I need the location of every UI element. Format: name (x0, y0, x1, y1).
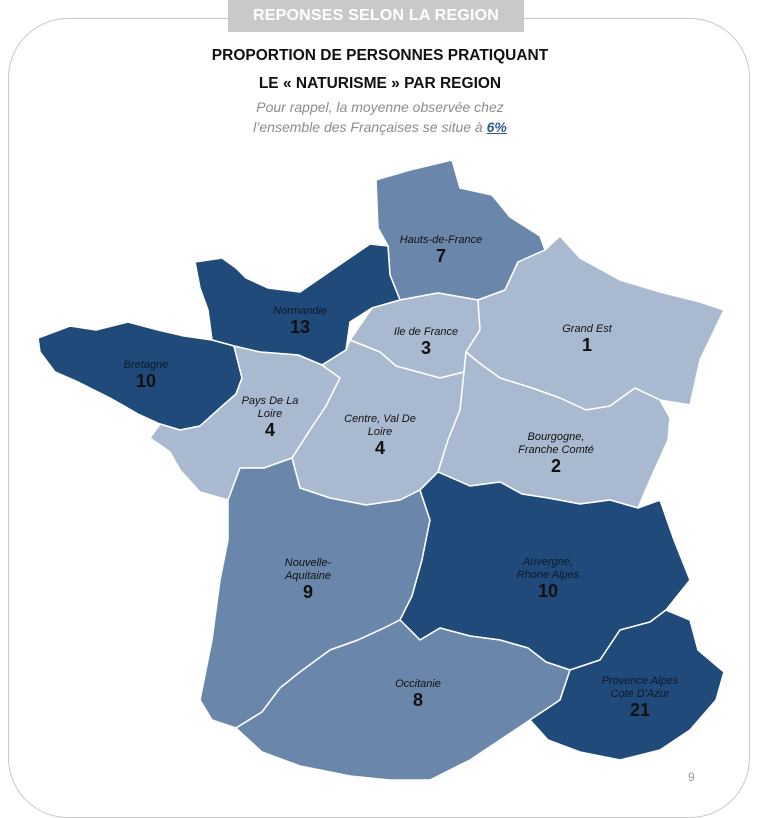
region-value-centre-val-de-loire: 4 (375, 438, 385, 458)
region-value-ile-de-france: 3 (421, 338, 431, 358)
region-value-bourgogne-franche-comte: 2 (551, 456, 561, 476)
region-name-bourgogne-franche-comte: Bourgogne, (528, 431, 585, 443)
average-note-line-1: Pour rappel, la moyenne observée chez (256, 99, 504, 115)
page-number: 9 (688, 770, 695, 784)
region-name-bretagne: Bretagne (124, 359, 169, 371)
chart-title-line-2: LE « NATURISME » PAR REGION (258, 75, 502, 92)
region-name-auvergne-rhone-alpes: Auvergne, (522, 556, 573, 568)
region-name-centre-val-de-loire: Centre, Val De (344, 413, 416, 425)
region-name-paca: Provence Alpes (602, 675, 679, 687)
average-note-prefix: l’ensemble des Françaises se situe à (253, 119, 487, 135)
region-value-paca: 21 (630, 700, 650, 720)
section-banner: REPONSES SELON LA REGION (228, 0, 524, 32)
region-value-auvergne-rhone-alpes: 10 (538, 581, 558, 601)
region-value-occitanie: 8 (413, 690, 423, 710)
average-value: 6% (486, 119, 507, 135)
region-name-centre-val-de-loire: Loire (368, 426, 392, 438)
chart-title-line-1: PROPORTION DE PERSONNES PRATIQUANT (211, 47, 549, 64)
average-note-line-2: l’ensemble des Françaises se situe à 6% (0, 119, 760, 135)
region-name-auvergne-rhone-alpes: Rhone Alpes (517, 569, 580, 581)
region-paca (529, 609, 725, 761)
region-name-pays-de-la-loire: Pays De La (242, 395, 299, 407)
region-value-hauts-de-france: 7 (436, 246, 446, 266)
region-value-grand-est: 1 (582, 335, 592, 355)
region-name-nouvelle-aquitaine: Aquitaine (284, 570, 331, 582)
region-name-normandie: Normandie (273, 305, 327, 317)
region-name-pays-de-la-loire: Loire (258, 408, 282, 420)
region-name-nouvelle-aquitaine: Nouvelle- (285, 557, 332, 569)
region-value-pays-de-la-loire: 4 (265, 420, 275, 440)
region-name-grand-est: Grand Est (562, 323, 612, 335)
region-value-normandie: 13 (290, 317, 310, 337)
region-name-hauts-de-france: Hauts-de-France (400, 234, 483, 246)
region-name-paca: Cote D'Azur (611, 688, 671, 700)
region-value-bretagne: 10 (136, 371, 156, 391)
region-occitanie (235, 619, 571, 781)
region-value-nouvelle-aquitaine: 9 (303, 582, 313, 602)
region-name-bourgogne-franche-comte: Franche Comté (518, 444, 594, 456)
region-name-ile-de-france: Ile de France (394, 326, 458, 338)
region-name-occitanie: Occitanie (395, 678, 441, 690)
